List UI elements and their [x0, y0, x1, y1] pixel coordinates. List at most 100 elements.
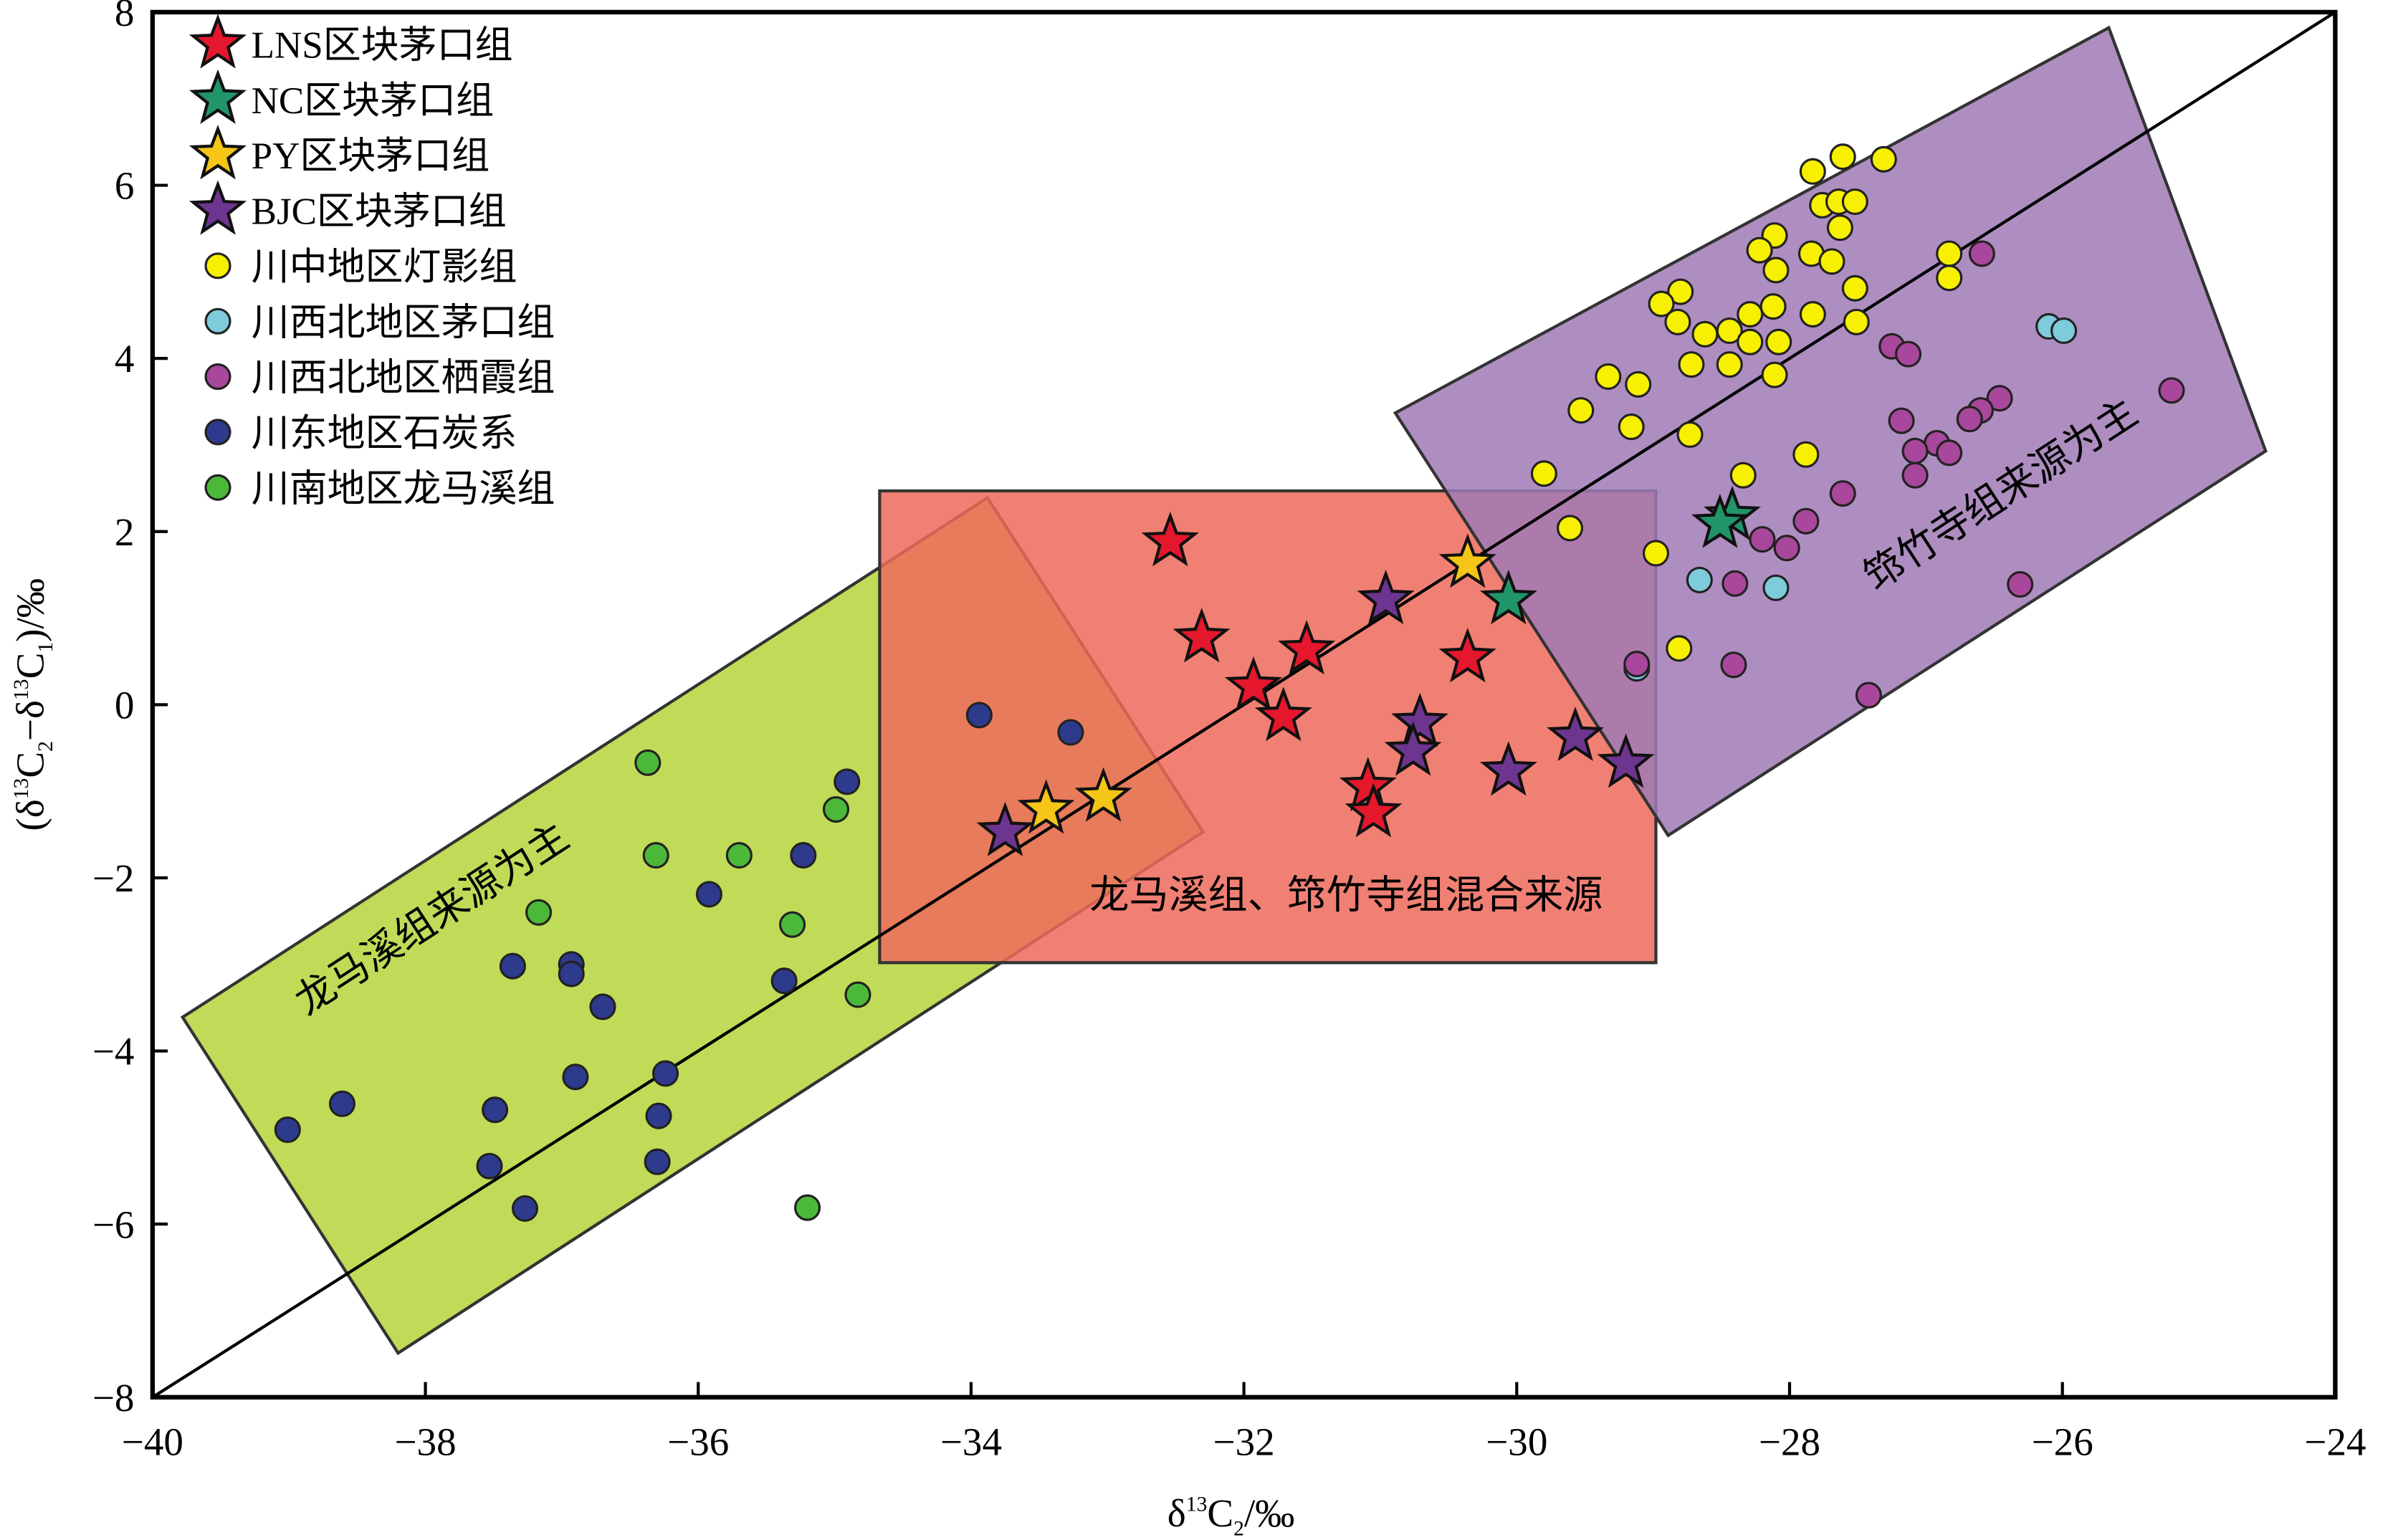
- data-point-series-7: [1057, 719, 1084, 746]
- data-point-series-7: [645, 1102, 672, 1129]
- data-point-series-8: [642, 842, 669, 869]
- x-tick-label: −36: [667, 1420, 729, 1463]
- y-tick-label: −8: [92, 1376, 135, 1420]
- data-point-series-5: [1686, 566, 1713, 593]
- data-point-series-6: [1792, 507, 1820, 535]
- data-point-series-7: [328, 1090, 355, 1117]
- data-point-series-4: [1818, 248, 1845, 275]
- x-tick-label: −26: [2032, 1420, 2093, 1463]
- data-point-series-6: [1888, 407, 1915, 434]
- data-point-series-8: [725, 842, 753, 869]
- legend-star-icon: [188, 69, 247, 124]
- data-point-series-4: [1936, 264, 1963, 292]
- data-point-series-7: [652, 1060, 679, 1087]
- data-point-series-4: [1618, 413, 1645, 441]
- star-point-series-0: [1278, 620, 1336, 675]
- data-point-series-4: [1761, 361, 1788, 388]
- data-point-series-4: [1841, 188, 1868, 216]
- data-point-series-6: [2158, 377, 2185, 404]
- legend-circle-icon: [204, 252, 231, 279]
- y-tick-label: 8: [115, 0, 135, 34]
- x-tick-label: −32: [1213, 1420, 1275, 1463]
- x-tick-label: −28: [1759, 1420, 1820, 1463]
- y-axis-label: (δ13C2−δ13C1)/‰: [8, 578, 57, 831]
- star-point-series-3: [1597, 733, 1655, 788]
- y-tick-label: 4: [115, 337, 135, 381]
- data-point-series-6: [1720, 651, 1747, 679]
- x-axis-label: δ13C2/‰: [1167, 1491, 1295, 1540]
- legend-label: PY区块茅口组: [252, 135, 490, 177]
- data-point-series-4: [1746, 236, 1773, 264]
- data-point-series-4: [1691, 320, 1719, 348]
- star-point-series-0: [1438, 628, 1496, 683]
- star-point-series-0: [1141, 512, 1199, 567]
- star-point-series-0: [1254, 687, 1312, 742]
- data-point-series-4: [1664, 308, 1691, 335]
- legend-label: 川西北地区栖霞组: [252, 358, 555, 399]
- legend-circle-icon: [204, 419, 231, 446]
- legend-label: LNS区块茅口组: [252, 25, 513, 67]
- x-tick-label: −38: [394, 1420, 456, 1463]
- legend-star-icon: [188, 14, 247, 69]
- data-point-series-7: [589, 993, 616, 1020]
- data-point-series-6: [1749, 526, 1776, 553]
- data-point-series-7: [482, 1096, 509, 1124]
- data-point-series-4: [1762, 257, 1790, 284]
- data-point-series-4: [1843, 308, 1870, 335]
- data-point-series-6: [1901, 461, 1929, 489]
- data-point-series-4: [1667, 278, 1694, 305]
- legend-label: NC区块茅口组: [252, 80, 494, 122]
- legend-star-icon: [188, 125, 247, 180]
- star-point-series-3: [1547, 707, 1605, 762]
- data-point-series-5: [1762, 574, 1790, 601]
- data-point-series-8: [779, 911, 806, 938]
- star-point-series-1: [1691, 493, 1749, 548]
- data-point-series-7: [558, 960, 585, 987]
- data-point-series-6: [1901, 437, 1929, 464]
- data-point-series-4: [1642, 540, 1669, 567]
- star-point-series-3: [976, 801, 1034, 856]
- data-point-series-4: [1737, 328, 1764, 355]
- data-point-series-4: [1841, 274, 1868, 302]
- data-point-series-7: [695, 881, 723, 908]
- data-point-series-4: [1729, 461, 1757, 489]
- data-point-series-4: [1595, 363, 1622, 391]
- data-point-series-4: [1870, 145, 1897, 173]
- star-point-series-3: [1357, 570, 1415, 625]
- data-point-series-4: [1666, 635, 1693, 662]
- data-point-series-6: [1936, 439, 1963, 467]
- data-point-series-7: [511, 1195, 539, 1222]
- legend-star-icon: [188, 180, 247, 235]
- star-point-series-2: [1074, 767, 1132, 822]
- data-point-series-7: [965, 702, 993, 729]
- star-point-series-0: [1345, 783, 1403, 838]
- region-1: [878, 489, 1658, 965]
- y-tick-label: 6: [115, 164, 135, 208]
- star-point-series-3: [1479, 741, 1537, 796]
- legend-circle-icon: [204, 474, 231, 501]
- data-point-series-4: [1625, 370, 1652, 398]
- data-point-series-4: [1567, 397, 1595, 424]
- star-point-series-1: [1479, 570, 1537, 625]
- data-point-series-4: [1826, 214, 1853, 241]
- data-point-series-4: [1556, 515, 1584, 542]
- data-point-series-7: [644, 1148, 671, 1175]
- data-point-series-6: [1895, 340, 1922, 368]
- data-point-series-4: [1716, 351, 1743, 378]
- data-point-series-6: [1956, 406, 1983, 433]
- y-tick-label: −4: [92, 1030, 135, 1073]
- star-point-series-2: [1438, 533, 1496, 588]
- star-point-series-3: [1391, 692, 1449, 747]
- legend-label: BJC区块茅口组: [252, 191, 507, 233]
- star-point-series-0: [1224, 656, 1283, 712]
- data-point-series-7: [770, 967, 798, 995]
- data-point-series-6: [1968, 240, 1995, 267]
- data-point-series-7: [790, 842, 817, 869]
- data-point-series-4: [1648, 290, 1675, 317]
- data-point-series-4: [1759, 293, 1787, 320]
- data-point-series-4: [1530, 460, 1557, 487]
- data-point-series-4: [1737, 301, 1764, 328]
- y-tick-label: −6: [92, 1202, 135, 1246]
- data-point-series-6: [2007, 570, 2034, 598]
